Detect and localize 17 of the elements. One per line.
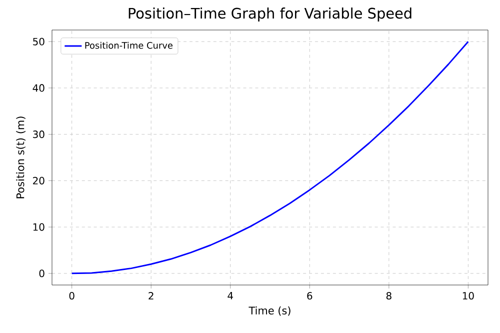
x-tick-label: 6 [307, 292, 312, 300]
line-series [71, 40, 469, 274]
legend-label: Position-Time Curve [85, 42, 173, 49]
y-tick-label: 20 [33, 176, 44, 184]
x-tick-label: 0 [69, 292, 74, 300]
x-tick-label: 4 [228, 292, 233, 300]
y-axis-title: Position s(t) (m) [16, 116, 26, 198]
x-tick-label: 8 [386, 292, 392, 300]
x-axis-title: Time (s) [248, 306, 290, 316]
x-tick-label: 10 [462, 292, 474, 300]
y-tick-label: 40 [32, 84, 44, 92]
y-tick-label: 0 [39, 270, 44, 278]
y-tick-label: 50 [33, 38, 44, 46]
chart-title: Position–Time Graph for Variable Speed [128, 8, 412, 22]
y-tick-label: 10 [33, 223, 44, 231]
x-tick-label: 2 [148, 292, 154, 300]
y-tick-label: 30 [33, 130, 44, 138]
